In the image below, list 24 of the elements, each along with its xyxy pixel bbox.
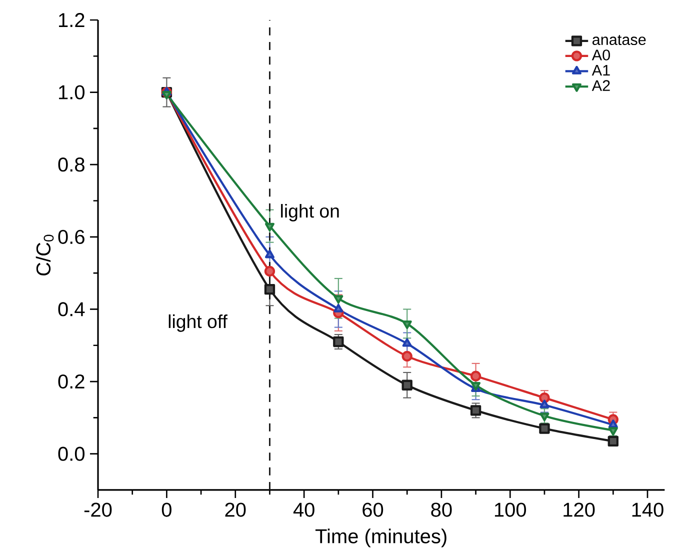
x-tick-label: 40 <box>293 502 314 517</box>
x-tick-label: 0 <box>162 502 172 517</box>
y-tick-label: 0.0 <box>58 446 84 461</box>
x-tick-label: 80 <box>431 502 452 517</box>
annotation: light on <box>281 204 339 222</box>
legend-label: A1 <box>592 64 610 76</box>
annotation: light off <box>168 314 228 332</box>
x-tick-label: 140 <box>632 502 664 517</box>
x-axis-title: Time (minutes) <box>315 528 446 548</box>
x-tick-label: 100 <box>494 502 526 517</box>
y-tick-label: 0.6 <box>58 230 84 244</box>
legend-label: A0 <box>592 50 610 60</box>
y-tick-label: 0.8 <box>58 158 84 172</box>
y-tick-label: 1.2 <box>59 13 84 27</box>
x-tick-label: -20 <box>84 502 112 517</box>
x-tick-label: 60 <box>362 502 384 517</box>
x-tick-label: 20 <box>225 502 246 517</box>
y-tick-label: 1.0 <box>59 85 84 100</box>
x-tick-label: 120 <box>564 502 595 517</box>
legend-label: A2 <box>592 80 610 91</box>
y-tick-label: 0.4 <box>58 302 85 316</box>
y-axis-title: C/C$_{0}$ <box>36 234 54 276</box>
y-tick-label: 0.2 <box>58 374 84 389</box>
legend-label: anatase <box>592 34 646 46</box>
